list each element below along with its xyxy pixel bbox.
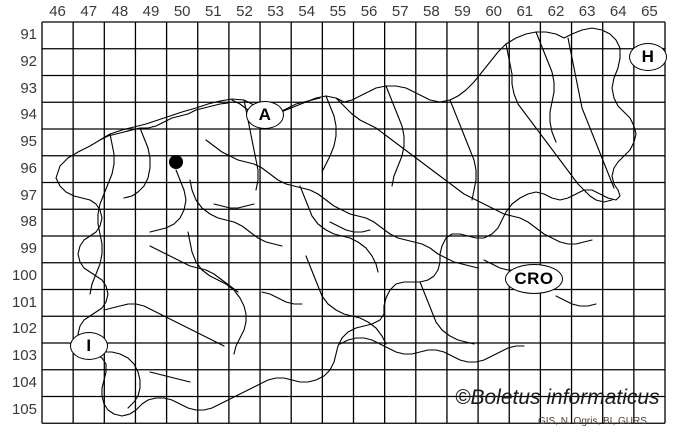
region-boundary-notranjska xyxy=(187,231,247,355)
grid-column-label: 55 xyxy=(329,3,347,20)
river-savinja xyxy=(299,185,379,273)
grid-column-label: 61 xyxy=(516,3,534,20)
grid-column-label: 51 xyxy=(204,3,222,20)
grid-row-label: 100 xyxy=(11,266,37,284)
region-boundary-podravje xyxy=(449,99,477,201)
grid-column-label: 59 xyxy=(454,3,471,20)
grid-row-label: 91 xyxy=(20,26,37,43)
occurrence-dot xyxy=(169,155,183,169)
region-boundary-prekmurje xyxy=(535,31,557,143)
slovenia-national-border xyxy=(55,27,637,417)
inner-detail-2 xyxy=(261,291,303,305)
river-kolpa xyxy=(339,337,525,363)
inner-detail-6 xyxy=(149,371,191,383)
inner-detail-1 xyxy=(213,203,255,209)
grid-column-label: 49 xyxy=(142,3,160,20)
grid-column-label: 46 xyxy=(49,3,66,20)
grid-row-label: 92 xyxy=(20,52,37,70)
copyright-caption: ©Boletus informaticus xyxy=(455,386,660,409)
grid-column-label: 47 xyxy=(80,3,98,20)
region-boundary-dolenjska xyxy=(305,255,387,345)
grid-column-label: 62 xyxy=(547,3,565,20)
grid-row-label: 95 xyxy=(20,133,37,150)
grid-column-label: 64 xyxy=(609,3,627,20)
region-boundary-koroska xyxy=(321,95,337,173)
grid-column-label: 52 xyxy=(236,3,253,20)
grid-column-label: 53 xyxy=(267,3,284,20)
utm-grid-layer xyxy=(41,21,666,424)
grid-column-label: 60 xyxy=(485,3,502,20)
river-ljubljanica xyxy=(189,179,283,247)
grid-column-label: 50 xyxy=(173,3,191,20)
grid-row-label: 97 xyxy=(20,186,37,204)
grid-column-label: 58 xyxy=(423,3,440,20)
grid-row-label: 103 xyxy=(11,347,37,364)
grid-column-label: 57 xyxy=(391,3,409,20)
country-label-cro: CRO xyxy=(505,264,563,294)
river-mura xyxy=(505,43,613,203)
border-north-detail xyxy=(99,102,229,141)
grid-column-label: 63 xyxy=(578,3,596,20)
country-label-i: I xyxy=(70,332,108,360)
grid-row-label: 104 xyxy=(11,373,37,391)
grid-column-label: 56 xyxy=(360,3,378,20)
grid-row-label: 98 xyxy=(20,213,37,231)
data-source-credits: GIS, N. Ogris, BI, GURS xyxy=(538,416,647,427)
alpine-detail-triglav xyxy=(123,127,151,199)
country-label-h: H xyxy=(629,43,667,71)
river-mura-east xyxy=(567,37,615,189)
region-boundary-pohorje xyxy=(385,85,405,187)
grid-row-label: 93 xyxy=(20,79,37,97)
grid-row-label: 99 xyxy=(20,240,37,257)
country-outline-layer xyxy=(55,27,637,417)
grid-row-label: 96 xyxy=(20,159,37,177)
inner-detail-3 xyxy=(329,221,371,233)
grid-column-label: 65 xyxy=(641,3,658,20)
river-drava xyxy=(335,97,593,245)
river-sora xyxy=(149,169,187,233)
country-label-a: A xyxy=(246,101,284,129)
region-boundary-vipava xyxy=(149,245,239,293)
grid-row-label: 94 xyxy=(20,106,37,124)
river-sava xyxy=(205,139,479,269)
inner-detail-5 xyxy=(555,295,597,307)
river-soca xyxy=(89,133,115,295)
grid-row-label: 102 xyxy=(11,320,37,338)
grid-column-label: 48 xyxy=(111,3,129,20)
region-boundary-bela-krajina xyxy=(419,281,475,345)
grid-row-label: 105 xyxy=(11,400,37,418)
grid-column-label: 54 xyxy=(298,3,316,20)
coastline-karst xyxy=(103,303,225,347)
grid-row-label: 101 xyxy=(11,293,37,311)
